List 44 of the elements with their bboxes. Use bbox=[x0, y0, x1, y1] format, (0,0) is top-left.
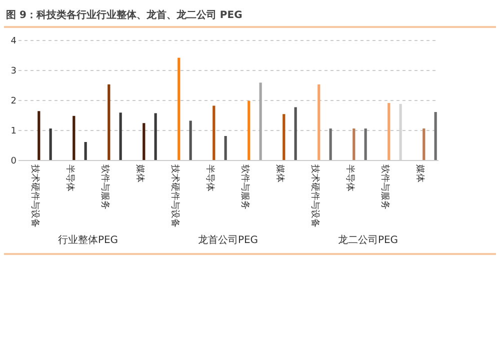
bar bbox=[282, 114, 286, 160]
x-tick-label: 媒体 bbox=[274, 164, 286, 182]
bar bbox=[364, 128, 367, 160]
bar bbox=[329, 128, 332, 160]
text: 行业整体PEG bbox=[58, 234, 118, 246]
text: 龙首公司PEG bbox=[198, 234, 258, 246]
y-tick-label: 1 bbox=[10, 126, 16, 136]
bar bbox=[212, 106, 216, 160]
bar bbox=[294, 107, 297, 160]
y-tick-label: 3 bbox=[10, 66, 16, 76]
bar bbox=[318, 84, 320, 160]
x-tick-label: 技术硬件与设备 bbox=[170, 164, 180, 228]
bar bbox=[434, 112, 437, 160]
y-tick-label: 4 bbox=[10, 36, 17, 46]
text: 龙二公司PEG bbox=[338, 234, 398, 246]
bar bbox=[119, 112, 122, 160]
x-tick-label: 软件与服务 bbox=[380, 164, 390, 210]
bar bbox=[259, 82, 262, 160]
bar bbox=[189, 120, 192, 160]
bar bbox=[84, 142, 87, 160]
x-tick-label: 软件与服务 bbox=[100, 164, 110, 210]
x-tick-label: 媒体 bbox=[134, 164, 146, 182]
x-tick-label: 半导体 bbox=[64, 164, 76, 192]
x-tick-label: 技术硬件与设备 bbox=[310, 164, 320, 228]
chart-title: 图 9：科技类各行业行业整体、龙首、龙二公司 PEG bbox=[5, 8, 244, 23]
bar bbox=[49, 128, 52, 160]
bar bbox=[422, 128, 426, 160]
x-tick-label: 软件与服务 bbox=[240, 164, 250, 210]
bar bbox=[178, 58, 180, 160]
bar bbox=[108, 84, 110, 160]
y-tick-label: 0 bbox=[10, 156, 17, 166]
bar bbox=[248, 100, 250, 160]
bar bbox=[154, 113, 157, 160]
x-tick-label: 半导体 bbox=[204, 164, 216, 192]
bar bbox=[38, 111, 40, 160]
bar bbox=[352, 128, 356, 160]
bar bbox=[388, 103, 390, 160]
bar bbox=[142, 123, 146, 160]
x-tick-label: 半导体 bbox=[344, 164, 356, 192]
x-tick-label: 技术硬件与设备 bbox=[30, 164, 40, 228]
bar bbox=[72, 116, 76, 160]
y-tick-label: 2 bbox=[10, 96, 16, 106]
bar bbox=[224, 136, 227, 160]
x-tick-label: 媒体 bbox=[414, 164, 426, 182]
